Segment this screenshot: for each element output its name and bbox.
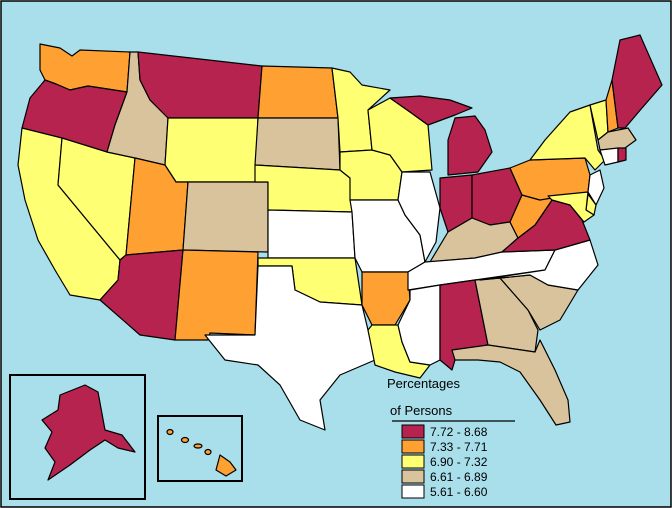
state-NJ [587, 169, 605, 206]
state-HI [166, 428, 237, 477]
contiguous-states [17, 34, 663, 431]
hawaii-inset [157, 415, 243, 482]
legend-swatch [401, 484, 425, 499]
state-FL [451, 339, 571, 426]
legend-swatch [401, 454, 425, 469]
state-NM [174, 249, 259, 341]
legend-title-line1: Percentages [387, 376, 460, 391]
legend-rows: 7.72 - 8.687.33 - 7.716.90 - 7.326.61 - … [401, 424, 488, 499]
alaska-inset [9, 374, 146, 500]
state-KS [267, 209, 356, 259]
legend-swatch [401, 469, 425, 484]
legend-label: 6.61 - 6.89 [430, 470, 488, 484]
state-WY [164, 117, 259, 183]
state-MI-up [389, 95, 473, 126]
state-ND [257, 65, 339, 119]
legend-label: 6.90 - 7.32 [430, 455, 488, 469]
state-NY [529, 104, 606, 171]
legend-title-line2: of Persons [390, 403, 453, 418]
state-NE [254, 164, 353, 213]
legend-label: 7.33 - 7.71 [430, 440, 488, 454]
legend-label: 7.72 - 8.68 [430, 425, 488, 439]
state-AK [41, 384, 136, 481]
legend: Percentages of Persons 7.72 - 8.687.33 -… [387, 376, 515, 499]
legend-swatch [401, 424, 425, 439]
state-TX [204, 265, 376, 431]
legend-label: 5.61 - 6.60 [430, 485, 488, 499]
state-MD [547, 191, 595, 223]
state-ME [611, 34, 663, 129]
state-MI [447, 115, 493, 176]
legend-swatch [401, 439, 425, 454]
state-SD [254, 117, 341, 171]
state-CO [182, 181, 269, 253]
state-RI [617, 147, 627, 163]
